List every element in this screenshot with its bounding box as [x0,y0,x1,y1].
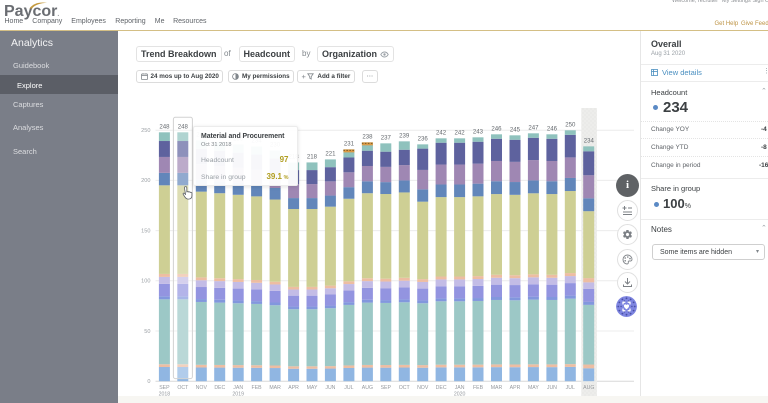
svg-text:236: 236 [418,136,429,143]
svg-text:JAN: JAN [455,385,465,391]
svg-text:DEC: DEC [436,385,447,391]
svg-text:50: 50 [144,329,150,335]
svg-text:200: 200 [141,178,150,184]
svg-text:250: 250 [565,122,576,129]
svg-text:0: 0 [147,379,150,385]
svg-text:100: 100 [141,279,150,285]
svg-text:247: 247 [528,125,539,132]
svg-text:AUG: AUG [583,385,594,391]
svg-text:SEP: SEP [381,385,392,391]
svg-text:234: 234 [584,138,595,145]
svg-text:150: 150 [141,228,150,234]
svg-text:2018: 2018 [159,391,171,397]
svg-text:APR: APR [288,385,299,391]
svg-text:242: 242 [455,130,466,137]
svg-text:221: 221 [325,151,336,158]
svg-text:2020: 2020 [454,391,466,397]
svg-text:FEB: FEB [473,385,484,391]
svg-text:MAR: MAR [269,385,281,391]
svg-text:239: 239 [399,133,410,140]
svg-text:FEB: FEB [252,385,263,391]
svg-text:246: 246 [491,126,502,133]
svg-text:NOV: NOV [417,385,429,391]
svg-text:2019: 2019 [232,391,244,397]
svg-text:MAY: MAY [528,385,539,391]
svg-text:218: 218 [307,154,318,161]
svg-text:SEP: SEP [159,385,170,391]
svg-text:JUL: JUL [566,385,575,391]
svg-text:248: 248 [159,124,170,131]
svg-text:OCT: OCT [399,385,411,391]
svg-text:231: 231 [344,141,355,148]
svg-text:AUG: AUG [362,385,373,391]
svg-text:JAN: JAN [233,385,243,391]
svg-text:250: 250 [141,128,150,134]
svg-text:245: 245 [510,127,521,134]
svg-text:243: 243 [473,129,484,136]
svg-text:OCT: OCT [177,385,189,391]
svg-text:MAR: MAR [491,385,503,391]
svg-text:APR: APR [510,385,521,391]
svg-text:DEC: DEC [214,385,225,391]
svg-text:JUL: JUL [344,385,353,391]
svg-text:242: 242 [436,130,447,137]
svg-text:246: 246 [547,126,558,133]
svg-text:237: 237 [381,135,392,142]
svg-text:JUN: JUN [547,385,557,391]
svg-text:JUN: JUN [325,385,335,391]
svg-text:238: 238 [362,134,373,141]
svg-text:248: 248 [178,124,189,131]
svg-text:NOV: NOV [196,385,208,391]
svg-text:MAY: MAY [307,385,318,391]
